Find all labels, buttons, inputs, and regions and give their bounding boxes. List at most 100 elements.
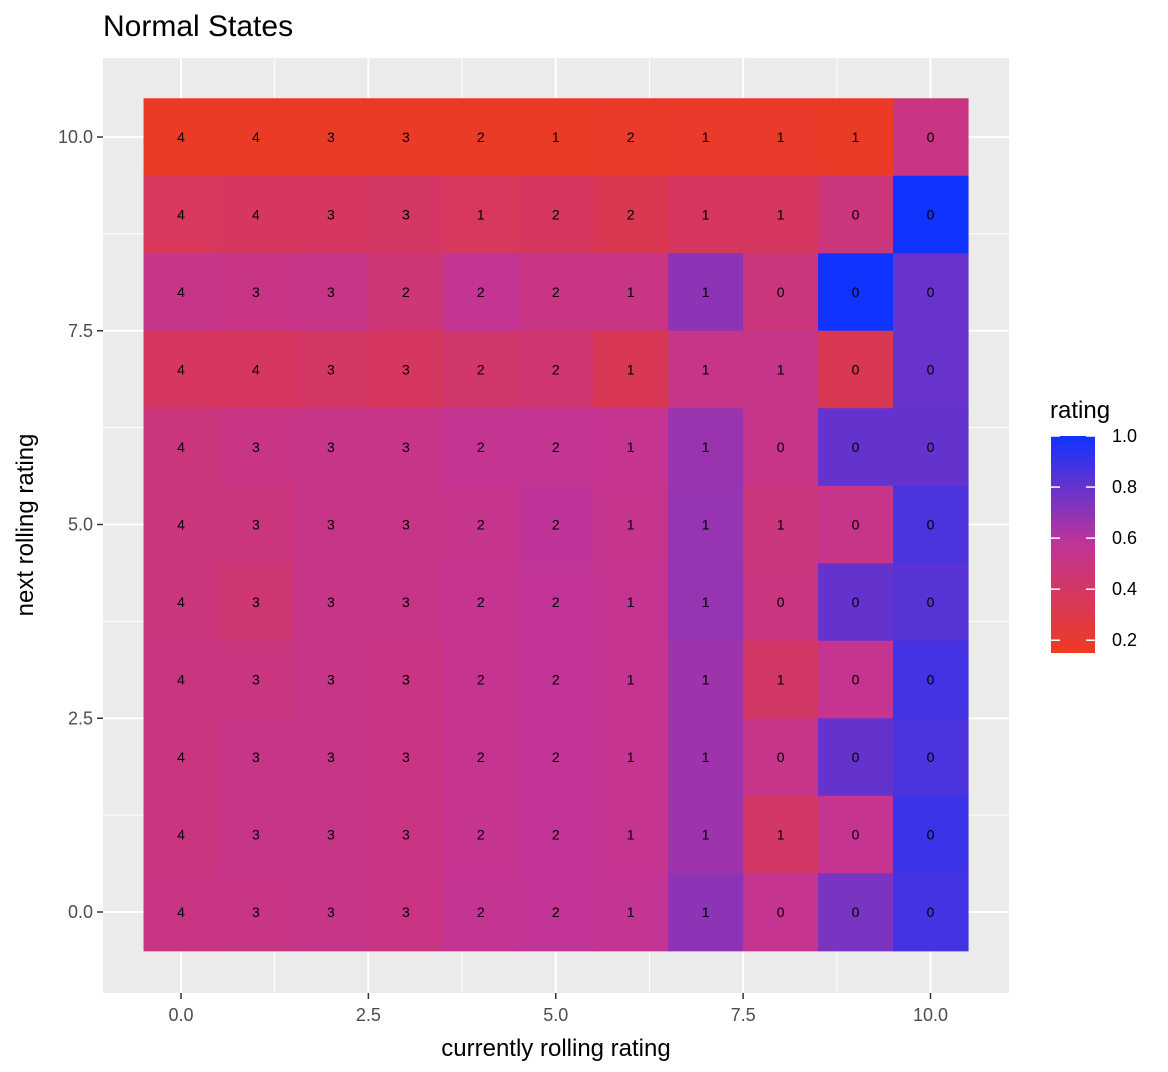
cell-value-label: 3 [327,207,335,223]
cell-value-label: 0 [852,594,860,610]
heatmap-cell [443,408,519,487]
heatmap-cell [518,408,594,487]
x-axis-title: currently rolling rating [441,1035,670,1062]
cell-value-label: 3 [252,904,260,920]
heatmap-cell [593,640,669,719]
heatmap-cell [668,485,744,564]
cell-value-label: 3 [252,439,260,455]
heatmap-cell [593,98,669,177]
heatmap-cell [368,485,444,564]
cell-value-label: 1 [777,129,785,145]
heatmap-cell [368,330,444,409]
heatmap-cell [893,485,969,564]
heatmap-cell [668,563,744,642]
legend-tick-label: 0.6 [1112,528,1137,548]
cell-value-label: 3 [327,672,335,688]
cell-value-label: 3 [252,594,260,610]
heatmap-cell [368,795,444,874]
heatmap-cell [143,795,220,874]
heatmap-cell [368,640,444,719]
cell-value-label: 4 [177,517,185,533]
cell-value-label: 1 [777,517,785,533]
heatmap-cell [218,98,295,177]
heatmap-cell [893,718,969,797]
cell-value-label: 4 [177,284,185,300]
cell-value-label: 0 [927,904,935,920]
heatmap-cell [893,330,969,409]
cell-value-label: 3 [327,827,335,843]
heatmap-cell [368,175,444,254]
x-tick-label: 5.0 [543,1005,568,1025]
cell-value-label: 4 [177,827,185,843]
cell-value-label: 2 [627,129,635,145]
cell-value-label: 3 [402,827,410,843]
cell-value-label: 3 [402,517,410,533]
cell-value-label: 4 [177,594,185,610]
cell-value-label: 3 [402,362,410,378]
cell-value-label: 0 [852,284,860,300]
heatmap-cell [443,175,519,254]
legend-tick-label: 1.0 [1112,426,1137,446]
cell-value-label: 0 [927,284,935,300]
heatmap-cell [443,98,519,177]
cell-value-label: 1 [702,517,710,533]
heatmap-cell [368,98,444,177]
heatmap-cell [293,795,369,874]
y-tick-label: 5.0 [68,515,93,535]
heatmap-cell [743,718,819,797]
heatmap-cell [293,175,369,254]
cell-value-label: 3 [327,362,335,378]
cell-value-label: 0 [777,284,785,300]
cell-value-label: 2 [552,594,560,610]
cell-value-label: 3 [402,749,410,765]
x-tick-label: 0.0 [168,1005,193,1025]
cell-value-label: 2 [477,904,485,920]
cell-value-label: 3 [252,827,260,843]
cell-value-label: 2 [552,362,560,378]
cell-value-label: 0 [777,594,785,610]
cell-value-label: 0 [852,439,860,455]
heatmap-cell [293,98,369,177]
legend-tick-label: 0.4 [1112,579,1137,599]
heatmap-cell [893,253,969,332]
cell-value-label: 1 [702,904,710,920]
heatmap-cell [893,795,969,874]
y-axis: 0.0 2.5 5.0 7.5 10.0 [58,127,103,922]
heatmap-cell [893,873,969,952]
heatmap-cell [518,253,594,332]
heatmap-cell [293,408,369,487]
heatmap-cell [143,98,220,177]
legend-tick-label: 0.2 [1112,630,1137,650]
heatmap-cell [818,718,894,797]
cell-value-label: 0 [927,827,935,843]
heatmap-cell [818,873,894,952]
heatmap-cell [518,873,594,952]
heatmap-cell [443,795,519,874]
cell-value-label: 1 [702,594,710,610]
cell-value-label: 2 [477,749,485,765]
cell-value-label: 2 [477,439,485,455]
cell-value-label: 3 [252,284,260,300]
cell-value-label: 4 [177,362,185,378]
cell-value-label: 4 [177,904,185,920]
cell-value-label: 2 [627,207,635,223]
cell-value-label: 2 [477,129,485,145]
heatmap-cell [743,408,819,487]
cell-value-label: 2 [402,284,410,300]
x-tick-label: 7.5 [731,1005,756,1025]
cell-value-label: 3 [402,594,410,610]
heatmap-cell [368,873,444,952]
heatmap-cell [668,98,744,177]
cell-value-label: 3 [252,749,260,765]
heatmap-cell [293,640,369,719]
heatmap-cell [368,718,444,797]
heatmap-cell [668,253,744,332]
heatmap-cell [743,795,819,874]
cell-value-label: 1 [627,284,635,300]
heatmap-cell [443,718,519,797]
heatmap-cell [593,795,669,874]
cell-value-label: 1 [627,362,635,378]
heatmap-cell [218,175,295,254]
heatmap-cell [518,795,594,874]
